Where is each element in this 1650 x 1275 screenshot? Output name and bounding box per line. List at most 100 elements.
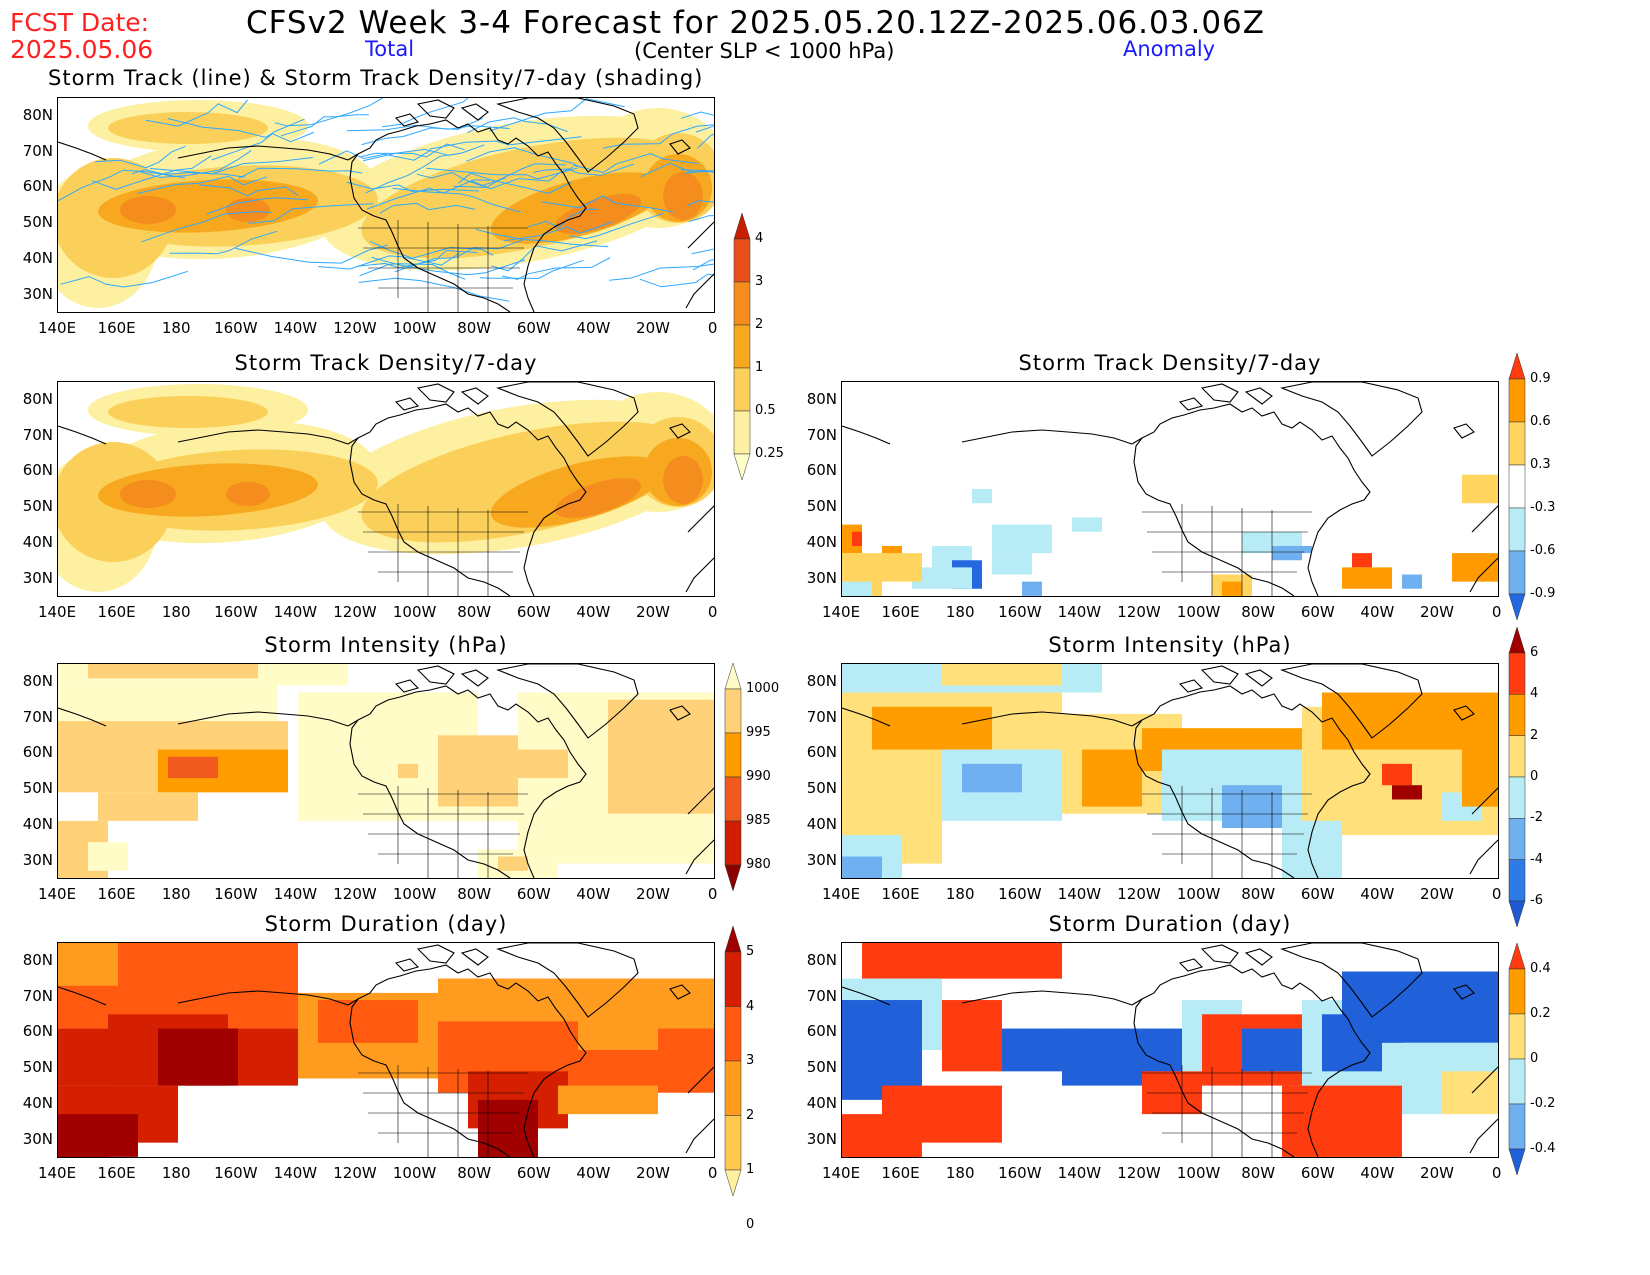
lon-tick-label: 120W bbox=[1117, 603, 1161, 621]
lon-tick-label: 160W bbox=[214, 885, 258, 903]
lat-tick-label: 70N bbox=[806, 986, 837, 1005]
colorbar-label: 6 bbox=[1530, 645, 1539, 660]
colorbar-segment bbox=[724, 1115, 742, 1171]
colorbar-label: 0.5 bbox=[755, 403, 776, 418]
lat-tick-label: 80N bbox=[806, 390, 837, 408]
lon-tick-label: 140E bbox=[821, 603, 861, 621]
lon-tick-label: 120W bbox=[333, 603, 377, 621]
colorbar-label: 3 bbox=[746, 1053, 755, 1068]
lon-tick-label: 120W bbox=[1117, 885, 1161, 903]
colorbar-segment bbox=[733, 453, 751, 481]
colorbar-segment bbox=[724, 820, 742, 866]
lat-tick-label: 50N bbox=[806, 779, 837, 798]
lat-tick-label: 70N bbox=[22, 707, 53, 726]
lon-tick-label: 180 bbox=[161, 885, 191, 903]
lon-tick-label: 80W bbox=[1241, 1164, 1276, 1182]
colorbar-segment bbox=[1508, 352, 1526, 380]
lon-tick-label: 100W bbox=[1176, 1164, 1221, 1182]
lat-tick-label: 40N bbox=[22, 1093, 53, 1112]
lon-tick-label: 60W bbox=[516, 603, 551, 621]
colorbar-segment bbox=[1508, 421, 1526, 466]
lon-tick-label: 140E bbox=[821, 885, 861, 903]
lat-tick-label: 30N bbox=[22, 568, 53, 587]
colorbar-label: 0 bbox=[746, 1216, 755, 1232]
colorbar-segment bbox=[1508, 652, 1526, 695]
lon-tick-label: 120W bbox=[333, 885, 377, 903]
lat-tick-label: 70N bbox=[22, 986, 53, 1005]
colorbar-segment bbox=[724, 951, 742, 1007]
lon-tick-label: 160W bbox=[214, 1164, 258, 1182]
lon-tick-label: 160E bbox=[881, 885, 920, 903]
colorbar-intensity_total bbox=[724, 662, 742, 892]
lon-tick-label: 140W bbox=[1057, 1164, 1102, 1182]
total-intensity-title: Storm Intensity (hPa) bbox=[264, 633, 508, 657]
colorbar-segment bbox=[1508, 694, 1526, 736]
lat-tick-label: 60N bbox=[806, 743, 837, 762]
lat-tick-label: 50N bbox=[806, 1058, 837, 1077]
colorbar-label: -0.4 bbox=[1530, 1141, 1556, 1156]
lat-tick-label: 40N bbox=[806, 532, 837, 551]
colorbar-label: 3 bbox=[755, 274, 764, 289]
colorbar-segment bbox=[733, 212, 751, 240]
colorbar-label: 0.25 bbox=[755, 446, 784, 461]
colorbar-label: 985 bbox=[746, 813, 771, 828]
colorbar-density_anom bbox=[1508, 352, 1526, 621]
colorbar-label: 0.3 bbox=[1530, 457, 1551, 472]
lat-tick-label: 80N bbox=[22, 672, 53, 690]
lon-tick-label: 160E bbox=[881, 1164, 920, 1182]
lat-tick-label: 30N bbox=[806, 1129, 837, 1148]
colorbar-label: 1000 bbox=[746, 681, 780, 696]
lat-tick-label: 40N bbox=[22, 532, 53, 551]
colorbar-segment bbox=[724, 662, 742, 690]
lon-tick-label: 140W bbox=[1057, 603, 1102, 621]
colorbar-segment bbox=[724, 1169, 742, 1197]
total-density-title: Storm Track Density/7-day bbox=[234, 351, 538, 375]
lon-tick-label: 160E bbox=[97, 603, 136, 621]
storm-track-panel-title: Storm Track (line) & Storm Track Density… bbox=[48, 66, 704, 90]
lon-tick-label: 160W bbox=[214, 319, 258, 337]
lon-tick-label: 0 bbox=[1491, 603, 1502, 621]
lon-tick-label: 0 bbox=[707, 1164, 718, 1182]
lon-tick-label: 180 bbox=[945, 603, 975, 621]
colorbar-label: -6 bbox=[1530, 893, 1543, 908]
lon-tick-label: 180 bbox=[945, 1164, 975, 1182]
lat-tick-label: 60N bbox=[806, 1022, 837, 1041]
colorbar-label: 995 bbox=[746, 725, 771, 740]
lat-tick-label: 80N bbox=[22, 951, 53, 969]
lon-tick-label: 20W bbox=[1420, 603, 1454, 621]
lon-tick-label: 160W bbox=[998, 603, 1042, 621]
lon-tick-label: 60W bbox=[516, 1164, 551, 1182]
colorbar-label: -0.6 bbox=[1530, 543, 1556, 558]
lon-tick-label: 160W bbox=[214, 603, 258, 621]
colorbar-label: -4 bbox=[1530, 851, 1543, 867]
lon-tick-label: 100W bbox=[392, 1164, 437, 1182]
colorbar-label: 2 bbox=[746, 1107, 755, 1123]
lon-tick-label: 60W bbox=[516, 885, 551, 903]
colorbar-label: -0.3 bbox=[1530, 500, 1556, 515]
colorbar-segment bbox=[733, 238, 751, 283]
page-title: CFSv2 Week 3-4 Forecast for 2025.05.20.1… bbox=[246, 5, 1266, 41]
colorbar-segment bbox=[724, 776, 742, 822]
fcst-date: 2025.05.06 bbox=[10, 35, 154, 64]
anom-duration-map bbox=[841, 942, 1499, 1158]
lon-tick-label: 140W bbox=[273, 319, 318, 337]
anom-intensity-title: Storm Intensity (hPa) bbox=[1048, 633, 1292, 657]
colorbar-segment bbox=[1508, 507, 1526, 552]
colorbar-label: -2 bbox=[1530, 810, 1543, 826]
lon-tick-label: 140W bbox=[273, 603, 318, 621]
colorbar-segment bbox=[724, 864, 742, 892]
colorbar-segment bbox=[733, 324, 751, 369]
lon-tick-label: 120W bbox=[1117, 1164, 1161, 1182]
colorbar-duration_total bbox=[724, 925, 742, 1197]
colorbar-label: 990 bbox=[746, 769, 771, 784]
colorbar-segment bbox=[1508, 550, 1526, 595]
colorbar-segment bbox=[1508, 593, 1526, 621]
colorbar-segment bbox=[1508, 464, 1526, 509]
lon-tick-label: 80W bbox=[1241, 603, 1276, 621]
lon-tick-label: 140W bbox=[1057, 885, 1102, 903]
storm-track-map bbox=[57, 97, 715, 313]
colorbar-segment bbox=[1508, 1058, 1526, 1105]
colorbar-segment bbox=[1508, 818, 1526, 860]
lon-tick-label: 100W bbox=[392, 885, 437, 903]
lon-tick-label: 40W bbox=[576, 603, 611, 621]
